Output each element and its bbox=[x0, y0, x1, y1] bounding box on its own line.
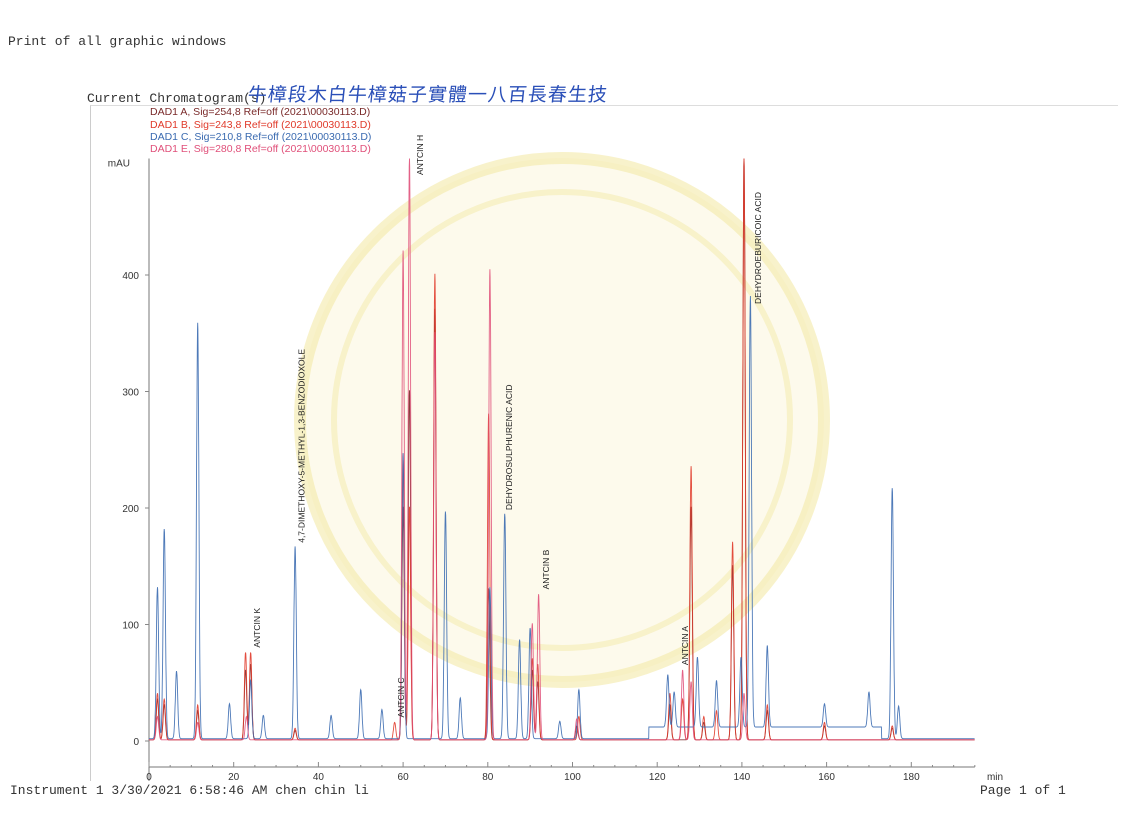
chart-frame bbox=[90, 105, 1118, 781]
y-tick-label: 100 bbox=[122, 621, 139, 632]
peak-label: DEHYDROSULPHURENIC ACID bbox=[504, 385, 514, 511]
series-line-a bbox=[149, 158, 975, 741]
series-line-c bbox=[149, 295, 975, 740]
peak-label: DEHYDROEBURICOIC ACID bbox=[753, 192, 763, 304]
x-tick-label: 20 bbox=[228, 772, 240, 783]
footer-instrument: Instrument 1 3/30/2021 6:58:46 AM chen c… bbox=[10, 783, 369, 798]
peak-label: ANTCIN C bbox=[396, 677, 406, 717]
legend-series-e: DAD1 E, Sig=280,8 Ref=off (2021\00030113… bbox=[150, 143, 371, 155]
x-tick-label: 80 bbox=[482, 772, 494, 783]
x-axis-label: min bbox=[987, 772, 1003, 783]
x-tick-label: 0 bbox=[146, 772, 152, 783]
y-tick-label: 200 bbox=[122, 504, 139, 515]
y-tick-label: 0 bbox=[133, 737, 139, 748]
y-tick-label: 300 bbox=[122, 388, 139, 399]
section-label: Current Chromatogram(s) bbox=[87, 91, 267, 106]
x-tick-label: 160 bbox=[818, 772, 835, 783]
peak-label: ANTCIN B bbox=[541, 549, 551, 589]
peak-label: ANTCIN H bbox=[415, 135, 425, 175]
x-tick-label: 100 bbox=[564, 772, 581, 783]
peak-label: 4,7-DIMETHOXY-5-METHYL-1,3-BENZODIOXOLE bbox=[297, 349, 307, 543]
peak-label: ANTCIN K bbox=[252, 608, 262, 648]
x-tick-label: 140 bbox=[734, 772, 751, 783]
legend-series-c: DAD1 C, Sig=210,8 Ref=off (2021\00030113… bbox=[150, 131, 372, 143]
series-line-e bbox=[149, 158, 975, 741]
legend-series-b: DAD1 B, Sig=243,8 Ref=off (2021\00030113… bbox=[150, 119, 371, 131]
x-tick-label: 40 bbox=[313, 772, 325, 783]
print-title: Print of all graphic windows bbox=[8, 34, 227, 49]
y-axis-label: mAU bbox=[108, 159, 130, 170]
peak-label: ANTCIN A bbox=[680, 626, 690, 666]
x-tick-label: 60 bbox=[398, 772, 410, 783]
x-tick-label: 120 bbox=[649, 772, 666, 783]
x-tick-label: 180 bbox=[903, 772, 920, 783]
footer-page: Page 1 of 1 bbox=[980, 783, 1066, 798]
y-tick-label: 400 bbox=[122, 271, 139, 282]
series-line-b bbox=[149, 158, 975, 741]
legend-series-a: DAD1 A, Sig=254,8 Ref=off (2021\00030113… bbox=[150, 106, 371, 118]
